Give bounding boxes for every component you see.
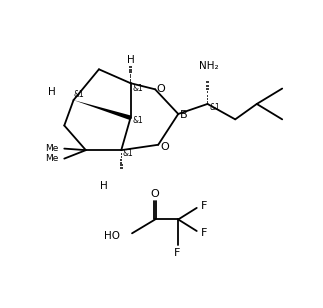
Text: F: F [201, 228, 207, 237]
Text: O: O [156, 83, 165, 94]
Text: H: H [48, 87, 56, 97]
Text: B: B [180, 110, 187, 120]
Text: Me: Me [45, 144, 58, 153]
Text: H: H [100, 180, 108, 191]
Text: O: O [151, 189, 160, 199]
Text: &1: &1 [123, 149, 134, 159]
Text: NH₂: NH₂ [199, 61, 219, 71]
Text: HO: HO [105, 231, 120, 241]
Text: &1: &1 [210, 103, 221, 112]
Text: &1: &1 [132, 116, 143, 125]
Text: F: F [201, 201, 207, 211]
Text: H: H [127, 55, 134, 65]
Text: &1: &1 [132, 84, 143, 93]
Text: F: F [174, 248, 181, 258]
Text: &1: &1 [74, 90, 84, 99]
Polygon shape [74, 100, 131, 120]
Text: Me: Me [45, 154, 58, 163]
Text: O: O [160, 142, 169, 152]
